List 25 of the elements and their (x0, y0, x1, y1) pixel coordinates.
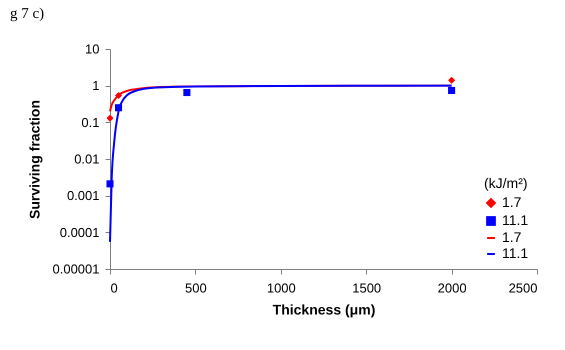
y-tick-label: 0.01 (74, 152, 100, 166)
legend-label: 11.1 (502, 212, 528, 228)
y-tick-label: 0.001 (66, 188, 100, 204)
legend-label: 11.1 (502, 245, 528, 261)
legend-title: (kJ/m²) (484, 175, 528, 191)
point (106, 114, 114, 122)
y-axis-title: Surviving fraction (26, 100, 43, 220)
x-tick-label: 1000 (266, 280, 296, 296)
point (448, 76, 456, 84)
y-tick-label: 0.00001 (52, 262, 100, 276)
x-tick-label: 1500 (352, 280, 382, 296)
x-tick-label: 0 (110, 280, 118, 296)
chart-title: g 7 c) (10, 6, 44, 22)
point (448, 86, 456, 94)
legend-label: 1.7 (502, 229, 522, 245)
y-tick-label: 1 (92, 78, 100, 94)
x-tick-label: 2500 (508, 280, 538, 296)
y-tick-label: 0.1 (81, 114, 100, 130)
x-tick-label: 500 (185, 280, 207, 296)
x-tick-label: 2000 (438, 280, 467, 296)
legend-label: 1.7 (502, 194, 522, 210)
y-tick-label: 0.0001 (60, 224, 100, 240)
x-axis-title: Thickness (μm) (272, 302, 376, 318)
y-tick-label: 10 (85, 42, 100, 56)
point (183, 88, 190, 96)
